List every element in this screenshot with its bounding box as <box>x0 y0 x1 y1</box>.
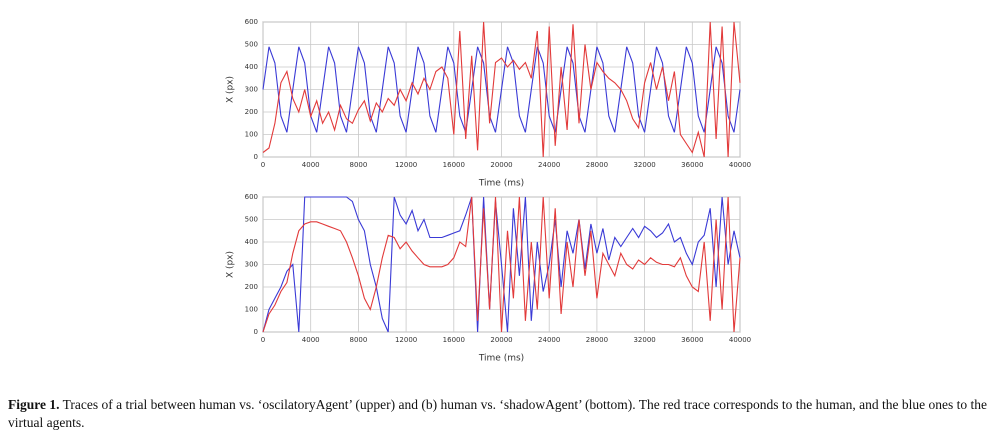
trace <box>262 46 741 133</box>
x-tick-label: 12000 <box>395 336 417 344</box>
x-axis-label: Time (ms) <box>478 354 524 364</box>
y-tick-label: 500 <box>245 216 258 224</box>
x-axis-label: Time (ms) <box>478 179 524 189</box>
y-axis-label: X (px) <box>226 76 236 103</box>
x-tick-label: 28000 <box>586 161 608 169</box>
y-tick-label: 600 <box>245 193 258 201</box>
trace <box>262 21 741 158</box>
x-tick-label: 16000 <box>443 336 465 344</box>
x-tick-label: 32000 <box>633 161 655 169</box>
x-tick-label: 20000 <box>490 161 512 169</box>
x-tick-label: 16000 <box>443 161 465 169</box>
y-tick-label: 500 <box>245 41 258 49</box>
y-tick-label: 300 <box>245 261 258 269</box>
x-tick-label: 24000 <box>538 336 560 344</box>
x-tick-label: 28000 <box>586 336 608 344</box>
y-axis-label: X (px) <box>226 251 236 278</box>
x-tick-label: 12000 <box>395 161 417 169</box>
caption: Figure 1. Traces of a trial between huma… <box>8 396 998 432</box>
x-tick-label: 20000 <box>490 336 512 344</box>
trace <box>262 196 741 333</box>
y-tick-label: 100 <box>245 131 258 139</box>
x-tick-label: 40000 <box>729 336 751 344</box>
x-tick-label: 0 <box>261 161 265 169</box>
trace <box>262 196 741 333</box>
y-tick-label: 200 <box>245 283 258 291</box>
caption-label: Figure 1. <box>8 397 60 412</box>
x-tick-label: 36000 <box>681 161 703 169</box>
y-tick-label: 400 <box>245 63 258 71</box>
y-tick-label: 200 <box>245 108 258 116</box>
y-tick-label: 0 <box>254 328 258 336</box>
y-tick-label: 0 <box>254 153 258 161</box>
x-tick-label: 8000 <box>349 336 367 344</box>
x-tick-label: 4000 <box>302 161 320 169</box>
y-tick-label: 400 <box>245 238 258 246</box>
x-tick-label: 36000 <box>681 336 703 344</box>
x-tick-label: 40000 <box>729 161 751 169</box>
y-tick-label: 100 <box>245 306 258 314</box>
x-tick-label: 8000 <box>349 161 367 169</box>
caption-text: Traces of a trial between human vs. ‘osc… <box>8 397 987 430</box>
x-tick-label: 0 <box>261 336 265 344</box>
x-tick-label: 32000 <box>633 336 655 344</box>
x-tick-label: 24000 <box>538 161 560 169</box>
x-tick-label: 4000 <box>302 336 320 344</box>
y-tick-label: 600 <box>245 18 258 26</box>
y-tick-label: 300 <box>245 86 258 94</box>
